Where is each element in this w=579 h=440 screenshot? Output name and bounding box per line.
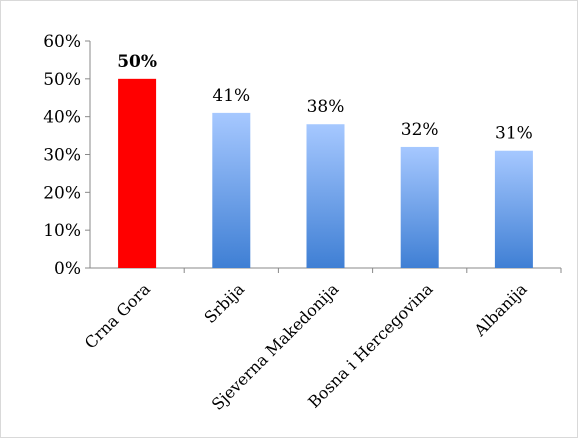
y-tick-label: 30% [43,146,81,166]
labels: 0% 10% 20% 30% 40% 50% 60% 50% Crna Gora 41% Srbij… [43,32,533,414]
y-tick-label: 50% [43,70,81,90]
bars [118,78,533,268]
y-tick-label: 40% [43,108,81,128]
data-label: 32% [401,120,439,140]
bar-crna-gora [118,78,157,268]
bar-bosna-i-hercegovina [400,146,439,268]
bar-srbija [212,112,251,268]
y-tick-label: 10% [43,221,81,241]
data-label: 41% [212,86,250,106]
x-category-label: Crna Gora [81,279,154,352]
data-label: 38% [307,97,345,117]
x-category-label: Albanija [470,279,531,340]
y-tick-label: 60% [43,32,81,52]
data-label: 50% [117,52,157,72]
data-label: 31% [495,124,533,144]
y-tick-label: 20% [43,183,81,203]
x-category-label: Srbija [200,279,248,327]
y-tick-label: 0% [54,259,81,279]
bar-sjeverna-makedonija [306,124,345,268]
bar-albanija [494,150,533,268]
